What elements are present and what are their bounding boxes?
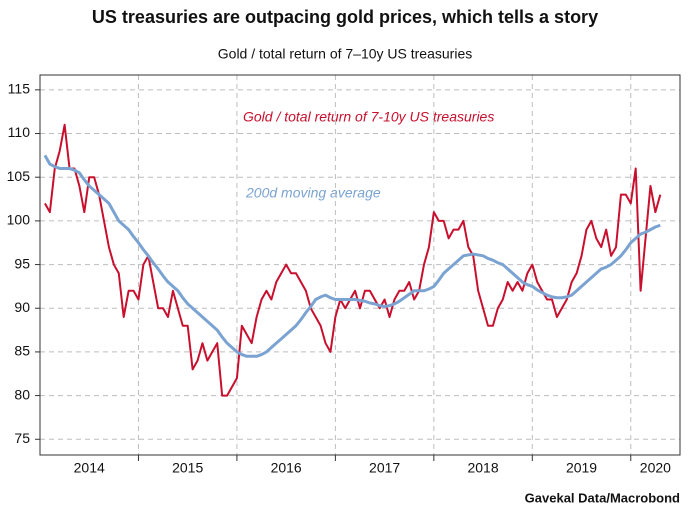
x-tick-label: 2017 xyxy=(369,460,400,476)
series-line xyxy=(43,154,661,358)
x-tick-label: 2020 xyxy=(640,460,671,476)
y-tick-label: 85 xyxy=(14,343,30,359)
source: Gavekal Data/Macrobond xyxy=(525,490,680,505)
y-tick-label: 105 xyxy=(7,168,31,184)
x-tick-label: 2014 xyxy=(74,460,105,476)
x-tick-label: 2018 xyxy=(467,460,498,476)
y-tick-label: 100 xyxy=(7,212,31,228)
x-tick-label: 2016 xyxy=(271,460,302,476)
chart-subtitle: Gold / total return of 7–10y US treasuri… xyxy=(218,46,472,62)
y-tick-label: 95 xyxy=(14,255,30,271)
series-line xyxy=(44,123,662,397)
plot-frame xyxy=(39,74,681,456)
x-tick-label: 2019 xyxy=(566,460,597,476)
y-tick-label: 115 xyxy=(8,81,31,97)
series-annotation: 200d moving average xyxy=(245,185,381,201)
y-tick-label: 90 xyxy=(14,299,30,315)
y-tick-label: 110 xyxy=(8,124,31,140)
series-annotation: Gold / total return of 7-10y US treasuri… xyxy=(243,109,494,125)
y-tick-label: 75 xyxy=(14,430,30,446)
chart-title: US treasuries are outpacing gold prices,… xyxy=(92,7,598,27)
x-tick-label: 2015 xyxy=(172,460,203,476)
y-tick-label: 80 xyxy=(14,386,30,402)
